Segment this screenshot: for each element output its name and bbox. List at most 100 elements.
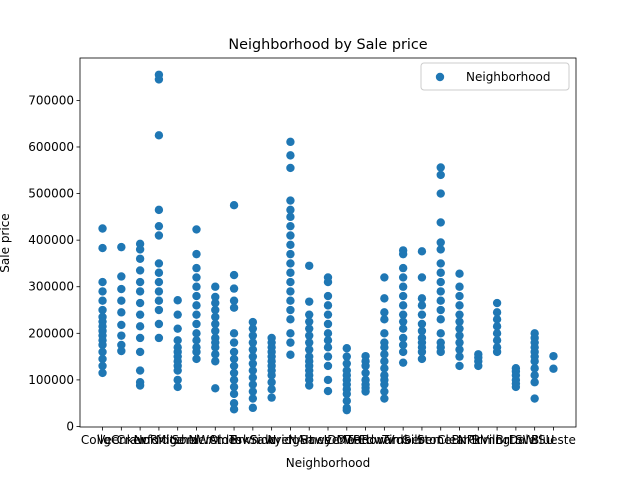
point xyxy=(436,296,445,305)
point xyxy=(455,291,464,301)
point xyxy=(229,329,239,338)
point xyxy=(323,352,333,361)
point xyxy=(229,361,239,371)
point xyxy=(229,284,239,293)
point xyxy=(492,329,502,338)
x-tick-label: Sawyer xyxy=(250,433,294,447)
point xyxy=(417,301,427,310)
chart-title: Neighborhood by Sale price xyxy=(228,37,427,53)
point xyxy=(323,301,333,310)
point xyxy=(154,319,164,329)
point xyxy=(417,347,427,357)
point xyxy=(248,352,258,361)
point xyxy=(135,333,145,343)
point xyxy=(154,277,164,287)
point xyxy=(436,329,445,338)
point xyxy=(211,384,220,393)
point xyxy=(154,268,164,277)
point xyxy=(361,368,370,378)
point xyxy=(211,282,220,291)
point xyxy=(154,296,164,305)
point xyxy=(380,357,389,366)
point xyxy=(436,163,445,172)
point xyxy=(248,394,258,403)
point xyxy=(135,298,145,308)
point xyxy=(305,261,314,270)
point xyxy=(380,294,389,303)
point xyxy=(323,343,333,352)
point xyxy=(549,364,558,373)
point xyxy=(398,282,408,291)
point xyxy=(154,231,164,240)
x-axis-label: Neighborhood xyxy=(286,456,371,470)
x-tick-label: Somerst xyxy=(172,433,222,447)
point xyxy=(286,268,295,277)
point xyxy=(229,368,239,378)
point xyxy=(135,245,145,254)
point xyxy=(286,151,295,160)
point xyxy=(323,375,333,385)
point xyxy=(342,352,351,361)
point xyxy=(286,240,295,250)
point xyxy=(342,396,351,406)
point xyxy=(417,294,427,303)
point xyxy=(154,205,164,215)
point xyxy=(211,319,220,329)
point xyxy=(380,329,389,338)
point xyxy=(530,378,539,387)
point xyxy=(417,247,427,256)
point xyxy=(98,361,107,371)
point xyxy=(98,340,107,350)
point xyxy=(173,382,182,392)
point xyxy=(117,331,126,340)
point xyxy=(211,305,220,315)
point xyxy=(286,259,295,268)
x-tick-label: SawyerW xyxy=(300,433,356,447)
point xyxy=(474,361,483,371)
point xyxy=(323,386,333,396)
point xyxy=(323,310,333,319)
point xyxy=(492,315,502,324)
point xyxy=(286,205,295,215)
point xyxy=(248,331,258,340)
point xyxy=(398,358,408,367)
y-tick-label: 0 xyxy=(66,419,74,433)
point xyxy=(248,387,258,396)
point xyxy=(229,347,239,357)
point xyxy=(305,345,314,354)
point xyxy=(286,296,295,305)
point xyxy=(173,310,182,319)
point xyxy=(98,354,107,364)
point xyxy=(380,273,389,282)
point xyxy=(455,282,464,291)
point xyxy=(135,254,145,263)
point xyxy=(398,263,408,273)
point xyxy=(192,310,201,319)
point xyxy=(455,324,464,333)
point xyxy=(323,329,333,338)
x-tick-label: OldTown xyxy=(209,433,259,447)
point xyxy=(380,343,389,352)
point xyxy=(511,382,521,392)
point xyxy=(398,301,408,310)
point xyxy=(154,131,164,140)
point xyxy=(342,389,351,399)
point xyxy=(286,196,295,205)
x-tick-label: NAmes xyxy=(288,433,331,447)
point xyxy=(211,350,220,359)
point xyxy=(361,387,370,396)
point xyxy=(98,347,107,357)
legend-label: Neighborhood xyxy=(466,70,551,84)
point xyxy=(267,385,276,394)
y-tick-label: 400000 xyxy=(28,233,74,247)
point xyxy=(380,350,389,359)
point xyxy=(117,284,126,294)
point xyxy=(286,249,295,259)
point xyxy=(192,347,201,357)
point xyxy=(455,310,464,319)
x-tick-label: Mitchel xyxy=(156,433,199,447)
point xyxy=(135,322,145,331)
x-tick-label: Crawfor xyxy=(117,433,164,447)
point xyxy=(192,319,201,329)
